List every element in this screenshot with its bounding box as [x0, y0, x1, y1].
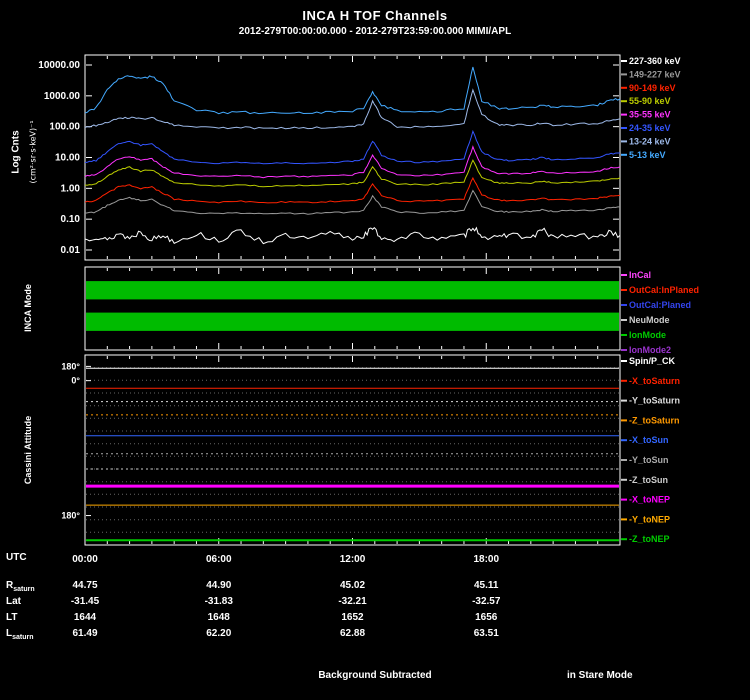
ephemeris-value: 44.90 [206, 580, 232, 591]
ephemeris-value: -31.45 [70, 596, 100, 607]
legend-label-attitude: -Y_toNEP [629, 514, 670, 524]
legend-label-attitude: -Z_toSaturn [629, 415, 680, 425]
ephemeris-row-label-sub: saturn [12, 634, 34, 641]
ephemeris-row-label: LT [6, 612, 17, 623]
ephemeris-value: 1652 [341, 612, 364, 623]
legend-label-inca-mode: OutCal:Planed [629, 300, 691, 310]
y-tick-label: 10.00 [55, 153, 80, 164]
x-tick-label: 18:00 [473, 554, 499, 565]
series-line-24-35-keV [84, 129, 620, 165]
footer-background-subtracted: Background Subtracted [318, 670, 432, 681]
legend-label-energy-channel: 24-35 keV [629, 123, 671, 133]
inca-mode-bar [86, 312, 619, 331]
attitude-y-tick-label: 180° [61, 361, 80, 371]
series-line-227-360-keV [84, 226, 621, 245]
legend-label-inca-mode: InCal [629, 270, 651, 280]
legend-label-inca-mode: IonMode [629, 330, 666, 340]
ephemeris-row-label-main: L [6, 628, 13, 639]
utc-axis-label: UTC [6, 552, 27, 563]
y-axis-label-inca-mode: INCA Mode [23, 284, 33, 332]
legend-label-attitude: -X_toNEP [629, 495, 670, 505]
series-line-13-24-keV [84, 88, 621, 130]
y-tick-label: 1000.00 [44, 91, 81, 102]
legend-label-inca-mode: IonMode2 [629, 345, 671, 355]
series-line-149-227-keV [84, 189, 620, 215]
attitude-y-tick-label: 180° [61, 511, 80, 521]
ephemeris-value: 45.11 [474, 580, 499, 591]
legend-label-energy-channel: 13-24 keV [629, 136, 671, 146]
legend-label-energy-channel: 90-149 keV [629, 83, 676, 93]
series-line-35-55-keV [84, 145, 621, 179]
ephemeris-value: 1648 [207, 612, 230, 623]
legend-label-attitude: -Z_toNEP [629, 534, 670, 544]
legend-label-energy-channel: 55-90 keV [629, 96, 671, 106]
y-tick-label: 0.10 [61, 214, 81, 225]
y-tick-label: 10000.00 [38, 60, 80, 71]
legend-label-energy-channel: 35-55 keV [629, 110, 671, 120]
ephemeris-value: 63.51 [473, 628, 499, 639]
ephemeris-row-label-sub: saturn [13, 586, 35, 593]
ephemeris-value: 61.49 [72, 628, 98, 639]
legend-label-attitude: -Z_toSun [629, 475, 668, 485]
footer-stare-mode: in Stare Mode [567, 670, 633, 681]
series-line-90-149-keV [84, 176, 621, 204]
x-tick-label: 06:00 [206, 554, 232, 565]
legend-label-energy-channel: 227-360 keV [629, 56, 681, 66]
ephemeris-value: 1656 [475, 612, 498, 623]
y-tick-label: 0.01 [61, 245, 81, 256]
legend-label-attitude: -X_toSun [629, 435, 669, 445]
legend-label-attitude: -X_toSaturn [629, 376, 680, 386]
series-line-55-90-keV [84, 159, 621, 188]
attitude-panel-border [84, 354, 621, 546]
inca-mode-bar [86, 281, 619, 300]
x-tick-label: 12:00 [340, 554, 366, 565]
ephemeris-value: -31.83 [204, 596, 233, 607]
legend-label-energy-channel: 5-13 keV [629, 150, 666, 160]
series-line-5-13-keV [84, 66, 621, 115]
y-axis-label-cassini-attitude: Cassini Attitude [23, 415, 33, 485]
ephemeris-row-label: Rsaturn [6, 580, 35, 593]
ephemeris-row-label: Lat [6, 596, 21, 607]
y-axis-units-label: (cm²·sr·s·keV)⁻¹ [28, 120, 38, 184]
legend-label-attitude: -Y_toSaturn [629, 396, 680, 406]
inca-mode-panel-border [84, 266, 621, 351]
ephemeris-value: 44.75 [72, 580, 98, 591]
y-tick-label: 100.00 [49, 122, 80, 133]
page-title: INCA H TOF Channels [302, 8, 448, 23]
legend-label-attitude: Spin/P_CK [629, 356, 676, 366]
y-tick-label: 1.00 [61, 183, 81, 194]
tof-panel-border [84, 54, 621, 261]
legend-label-inca-mode: NeuMode [629, 315, 670, 325]
legend-label-attitude: -Y_toSun [629, 455, 669, 465]
ephemeris-row-label-main: Lat [6, 596, 21, 607]
y-axis-label-log-counts: Log Cnts [10, 130, 22, 174]
ephemeris-row-label: Lsaturn [6, 628, 34, 641]
attitude-y-tick-label: 0° [71, 376, 80, 386]
ephemeris-value: 62.20 [206, 628, 232, 639]
legend-label-inca-mode: OutCal:InPlaned [629, 285, 699, 295]
legend-label-energy-channel: 149-227 keV [629, 69, 681, 79]
ephemeris-value: -32.57 [472, 596, 501, 607]
page-subtitle: 2012-279T00:00:00.000 - 2012-279T23:59:0… [238, 26, 512, 37]
ephemeris-value: 1644 [73, 612, 97, 623]
ephemeris-value: 62.88 [339, 628, 366, 639]
x-tick-label: 00:00 [72, 554, 98, 565]
ephemeris-row-label-main: R [6, 580, 14, 591]
ephemeris-value: -32.21 [338, 596, 367, 607]
ephemeris-value: 45.02 [339, 580, 366, 591]
ephemeris-row-label-main: LT [6, 612, 18, 623]
